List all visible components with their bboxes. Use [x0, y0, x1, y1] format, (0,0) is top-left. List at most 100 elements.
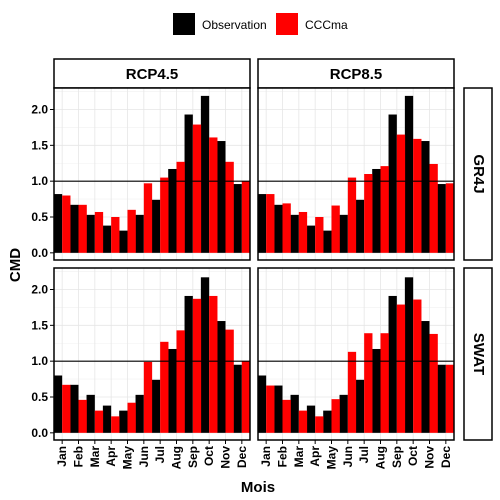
bar-observation-may	[323, 410, 332, 433]
bar-cccma-jun	[347, 177, 357, 253]
bar-observation-mar	[86, 394, 95, 433]
strip-box-rcp4-5	[53, 58, 251, 89]
x-tick-label-jan: Jan	[259, 446, 273, 467]
bar-cccma-jul	[364, 333, 373, 433]
bar-observation-jul	[151, 199, 161, 253]
bar-observation-nov	[421, 321, 430, 433]
x-tick-label-may: May	[121, 446, 135, 470]
x-tick-label-oct: Oct	[202, 446, 216, 466]
legend-key-observation	[173, 13, 195, 35]
bar-observation-mar	[86, 214, 95, 253]
facet-strips: RCP4.5 RCP8.5 GR4J SWAT	[53, 58, 493, 441]
bar-cccma-jun	[143, 361, 153, 433]
bar-cccma-sep	[192, 298, 202, 433]
bar-cccma-jun	[347, 351, 357, 433]
bar-observation-jul	[355, 199, 365, 253]
bar-observation-nov	[217, 141, 226, 253]
bar-observation-mar	[290, 394, 299, 433]
bar-observation-oct	[200, 277, 210, 433]
bar-observation-jan	[257, 194, 267, 253]
bar-cccma-mar	[94, 410, 104, 433]
x-tick-label-aug: Aug	[374, 446, 388, 469]
x-tick-label-jan: Jan	[55, 446, 69, 467]
bar-observation-may	[323, 230, 332, 253]
strip-label-rcp4-5: RCP4.5	[126, 66, 179, 83]
bar-observation-jul	[151, 379, 161, 433]
bar-observation-feb	[70, 204, 79, 253]
bar-observation-jan	[53, 194, 63, 253]
bar-cccma-may	[331, 205, 340, 253]
bar-observation-oct	[404, 95, 414, 253]
x-tick-label-jun: Jun	[341, 446, 355, 467]
y-tick-label: 0.5	[31, 210, 48, 224]
bar-cccma-apr	[315, 416, 324, 433]
bar-cccma-may	[127, 209, 136, 253]
bar-observation-dec	[233, 184, 242, 253]
row-strip-box-gr4j	[463, 87, 493, 261]
y-tick-label: 1.0	[31, 174, 48, 188]
bar-observation-aug	[168, 168, 177, 253]
x-tick-label-sep: Sep	[390, 446, 404, 468]
bar-cccma-dec	[241, 181, 251, 253]
y-tick-label: 0.0	[31, 246, 48, 260]
bar-observation-aug	[372, 348, 381, 433]
x-tick-label-feb: Feb	[72, 446, 86, 467]
bar-observation-aug	[372, 168, 381, 253]
bar-cccma-mar	[298, 410, 308, 433]
bar-cccma-feb	[78, 204, 87, 253]
bar-cccma-dec	[445, 364, 455, 433]
y-tick-label: 1.0	[31, 354, 48, 368]
legend-label-cccma: CCCma	[305, 18, 348, 32]
bar-observation-jun	[135, 394, 144, 433]
bar-observation-sep	[184, 114, 193, 253]
facet-panels	[53, 87, 455, 441]
x-tick-label-nov: Nov	[219, 446, 233, 469]
x-tick-label-apr: Apr	[104, 446, 118, 467]
x-axes: Jan Feb Mar Apr May Jun Jul Aug Sep Oct Nov Dec Jan F…	[55, 440, 453, 469]
bar-cccma-apr	[111, 416, 120, 433]
bar-observation-jun	[339, 214, 348, 253]
bar-cccma-aug	[380, 333, 389, 433]
x-tick-label-jul: Jul	[153, 446, 167, 463]
bar-observation-jul	[355, 379, 365, 433]
x-tick-label-feb: Feb	[276, 446, 290, 467]
bar-cccma-oct	[413, 138, 422, 253]
x-tick-label-oct: Oct	[406, 446, 420, 466]
bar-cccma-jan	[266, 385, 275, 433]
bar-cccma-aug	[176, 161, 185, 253]
panel-gr4j-rcp8-5	[257, 87, 455, 261]
bar-cccma-nov	[429, 333, 438, 433]
y-tick-label: 0.5	[31, 390, 48, 404]
y-tick-label: 0.0	[31, 426, 48, 440]
bar-cccma-oct	[209, 295, 218, 433]
bar-cccma-feb	[282, 399, 291, 433]
bar-cccma-jan	[62, 195, 71, 253]
bar-observation-apr	[306, 405, 316, 433]
bar-observation-apr	[102, 405, 112, 433]
panel-swat-rcp4-5	[53, 267, 251, 441]
bar-observation-dec	[437, 184, 446, 253]
bar-cccma-dec	[445, 183, 455, 253]
y-tick-label: 1.5	[31, 138, 48, 152]
bar-cccma-oct	[413, 299, 422, 433]
bar-cccma-jan	[62, 384, 71, 433]
bar-observation-may	[119, 410, 128, 433]
row-strip-label-swat: SWAT	[470, 333, 487, 375]
bar-observation-feb	[274, 204, 283, 253]
bar-cccma-feb	[282, 203, 291, 253]
bar-cccma-sep	[396, 304, 406, 433]
x-tick-label-may: May	[325, 446, 339, 470]
y-tick-label: 2.0	[31, 283, 48, 297]
x-tick-label-jun: Jun	[137, 446, 151, 467]
x-tick-label-dec: Dec	[439, 446, 453, 468]
bar-cccma-jun	[143, 183, 153, 253]
bar-cccma-jul	[160, 341, 169, 433]
x-tick-label-mar: Mar	[292, 446, 306, 468]
bar-observation-mar	[290, 214, 299, 253]
bar-observation-sep	[184, 295, 193, 433]
bar-cccma-nov	[225, 329, 234, 433]
bar-cccma-nov	[225, 161, 234, 253]
bar-observation-dec	[437, 364, 446, 433]
bar-cccma-sep	[192, 124, 202, 253]
